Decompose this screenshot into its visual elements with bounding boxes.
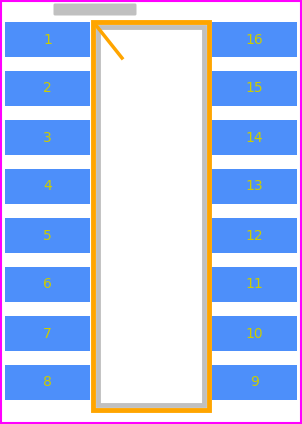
Bar	[212, 71, 297, 106]
Text: 5: 5	[43, 229, 52, 243]
Bar	[5, 267, 90, 302]
Text: 8: 8	[43, 376, 52, 390]
Text: 9: 9	[250, 376, 259, 390]
Text: 4: 4	[43, 179, 52, 193]
FancyBboxPatch shape	[53, 3, 137, 16]
Bar	[5, 218, 90, 253]
Text: 1: 1	[43, 33, 52, 47]
Bar	[5, 365, 90, 400]
Bar	[5, 169, 90, 204]
Text: 12: 12	[246, 229, 263, 243]
Bar	[5, 316, 90, 351]
Bar	[5, 22, 90, 57]
Text: 13: 13	[246, 179, 263, 193]
Bar	[93, 22, 209, 410]
Bar	[212, 218, 297, 253]
Text: 7: 7	[43, 326, 52, 340]
Text: 10: 10	[246, 326, 263, 340]
Bar	[5, 71, 90, 106]
Bar	[212, 365, 297, 400]
Bar	[5, 120, 90, 155]
Bar	[212, 316, 297, 351]
Text: 2: 2	[43, 81, 52, 95]
Text: 16: 16	[246, 33, 263, 47]
Bar	[212, 267, 297, 302]
Bar	[98, 27, 204, 405]
Text: 14: 14	[246, 131, 263, 145]
Bar	[212, 120, 297, 155]
Text: 6: 6	[43, 277, 52, 292]
Bar	[212, 169, 297, 204]
Text: 15: 15	[246, 81, 263, 95]
Bar	[212, 22, 297, 57]
Text: 3: 3	[43, 131, 52, 145]
Text: 11: 11	[246, 277, 263, 292]
